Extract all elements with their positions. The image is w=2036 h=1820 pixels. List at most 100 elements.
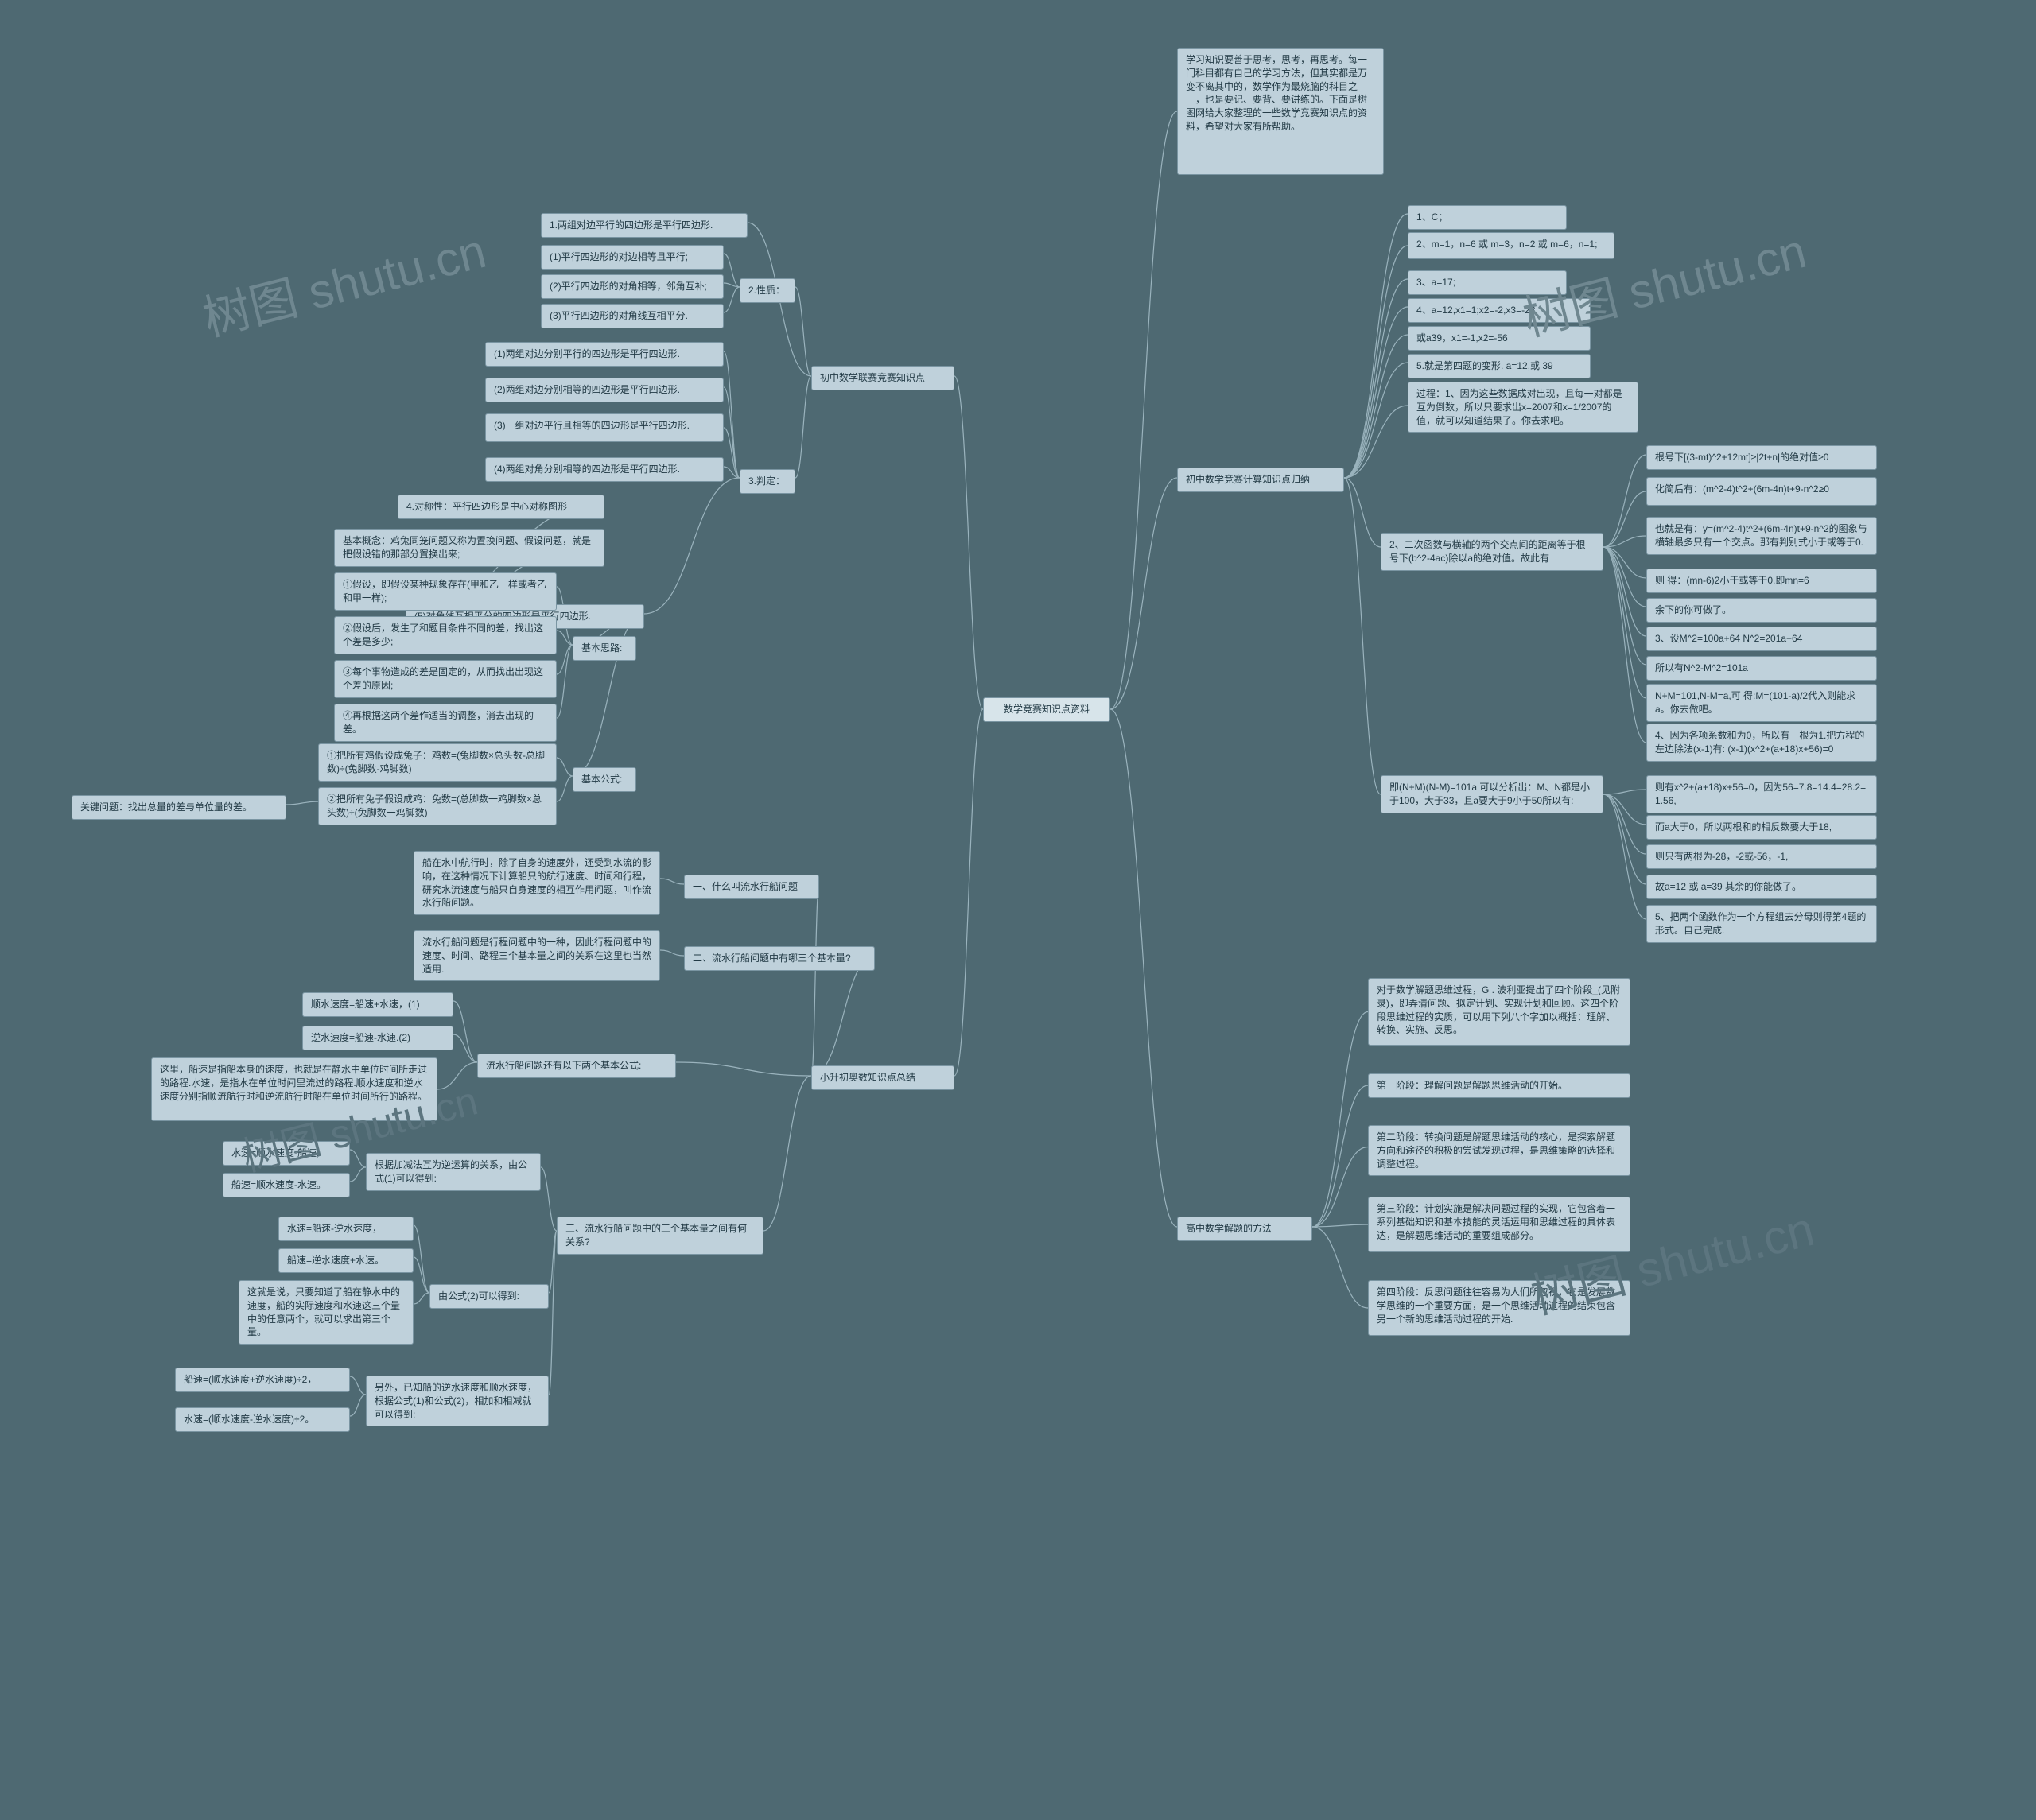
mindmap-node[interactable]: 则 得：(mn-6)2小于或等于0.即mn=6 bbox=[1646, 569, 1877, 593]
mindmap-node[interactable]: 3.判定： bbox=[740, 469, 795, 494]
mindmap-node[interactable]: 4、a=12,x1=1;x2=-2,x3=-28, bbox=[1408, 298, 1591, 323]
mindmap-node[interactable]: 故a=12 或 a=39 其余的你能做了。 bbox=[1646, 875, 1877, 899]
mindmap-node[interactable]: 2、二次函数与横轴的两个交点间的距离等于根号下(b^2-4ac)除以a的绝对值。… bbox=[1381, 533, 1603, 571]
mindmap-node[interactable]: 这里，船速是指船本身的速度，也就是在静水中单位时间所走过的路程.水速，是指水在单… bbox=[151, 1057, 437, 1121]
mindmap-node[interactable]: 由公式(2)可以得到: bbox=[429, 1284, 549, 1309]
mindmap-node[interactable]: 船速=逆水速度+水速。 bbox=[278, 1248, 414, 1273]
mindmap-node[interactable]: ④再根据这两个差作适当的调整，消去出现的差。 bbox=[334, 704, 557, 742]
mindmap-edge bbox=[1603, 794, 1646, 884]
mindmap-node[interactable]: 船速=顺水速度-水速。 bbox=[223, 1173, 350, 1197]
mindmap-node[interactable]: 基本思路: bbox=[573, 636, 636, 661]
mindmap-node[interactable]: 顺水速度=船速+水速，(1) bbox=[302, 992, 453, 1017]
mindmap-node[interactable]: N+M=101,N-M=a,可 得:M=(101-a)/2代入则能求a。你去做吧… bbox=[1646, 684, 1877, 722]
mindmap-node[interactable]: 化简后有：(m^2-4)t^2+(6m-4n)t+9-n^2≥0 bbox=[1646, 477, 1877, 506]
mindmap-node[interactable]: 高中数学解题的方法 bbox=[1177, 1217, 1312, 1241]
mindmap-node[interactable]: 2.性质： bbox=[740, 278, 795, 303]
mindmap-node[interactable]: (3)平行四边形的对角线互相平分. bbox=[541, 304, 724, 328]
mindmap-canvas: 数学竞赛知识点资料 学习知识要善于思考，思考，再思考。每一门科目都有自己的学习方法… bbox=[0, 0, 2036, 1820]
mindmap-edge bbox=[811, 956, 875, 1076]
mindmap-edge bbox=[1603, 536, 1646, 547]
mindmap-node[interactable]: (3)一组对边平行且相等的四边形是平行四边形. bbox=[485, 413, 724, 442]
mindmap-node[interactable]: 5、把两个函数作为一个方程组去分母则得第4题的形式。自己完成. bbox=[1646, 905, 1877, 943]
mindmap-node[interactable]: (1)两组对边分别平行的四边形是平行四边形. bbox=[485, 342, 724, 367]
mindmap-node[interactable]: 1.两组对边平行的四边形是平行四边形. bbox=[541, 213, 748, 238]
mindmap-node[interactable]: 4.对称性：平行四边形是中心对称图形 bbox=[398, 495, 604, 519]
mindmap-node[interactable]: 所以有N^2-M^2=101a bbox=[1646, 656, 1877, 681]
mindmap-node[interactable]: 第四阶段：反思问题往往容易为人们所忽视，它是发展数学思维的一个重要方面，是一个思… bbox=[1368, 1280, 1630, 1336]
mindmap-node[interactable]: 小升初奥数知识点总结 bbox=[811, 1065, 954, 1090]
mindmap-node[interactable]: 关键问题：找出总量的差与单位量的差。 bbox=[72, 795, 286, 820]
mindmap-edge bbox=[724, 254, 740, 287]
mindmap-edge bbox=[549, 1231, 557, 1395]
mindmap-node[interactable]: 1、C； bbox=[1408, 205, 1567, 230]
mindmap-node[interactable]: 根号下[(3-mt)^2+12mt]≥|2t+n|的绝对值≥0 bbox=[1646, 445, 1877, 470]
mindmap-node[interactable]: 过程：1、因为这些数据成对出现，且每一对都是互为倒数，所以只要求出x=2007和… bbox=[1408, 382, 1638, 433]
mindmap-node[interactable]: 初中数学竞赛计算知识点归纳 bbox=[1177, 468, 1344, 492]
mindmap-node[interactable]: 第三阶段：计划实施是解决问题过程的实现，它包含着一系列基础知识和基本技能的灵活运… bbox=[1368, 1197, 1630, 1252]
mindmap-node[interactable]: (2)两组对边分别相等的四边形是平行四边形. bbox=[485, 378, 724, 402]
mindmap-node[interactable]: 水速=顺水速度-船速, bbox=[223, 1141, 350, 1166]
mindmap-edge bbox=[1110, 478, 1177, 709]
mindmap-edge bbox=[350, 1167, 366, 1182]
mindmap-node[interactable]: 而a大于0，所以两根和的相反数要大于18, bbox=[1646, 815, 1877, 840]
mindmap-node[interactable]: 对于数学解题思维过程，G . 波利亚提出了四个阶段_(见附录)，即弄清问题、拟定… bbox=[1368, 978, 1630, 1046]
mindmap-edge bbox=[1603, 794, 1646, 854]
watermark: 树图 shutu.cn bbox=[195, 212, 492, 349]
mindmap-node[interactable]: 则有x^2+(a+18)x+56=0，因为56=7.8=14.4=28.2=1.… bbox=[1646, 775, 1877, 813]
mindmap-edge bbox=[1312, 1085, 1368, 1227]
mindmap-node[interactable]: 余下的你可做了。 bbox=[1646, 598, 1877, 623]
mindmap-node[interactable]: 初中数学联赛竞赛知识点 bbox=[811, 366, 954, 390]
mindmap-node[interactable]: 则只有两根为-28，-2或-56，-1, bbox=[1646, 844, 1877, 869]
mindmap-node[interactable]: 流水行船问题是行程问题中的一种，因此行程问题中的速度、时间、路程三个基本量之间的… bbox=[414, 930, 660, 981]
mindmap-edge bbox=[1603, 547, 1646, 698]
mindmap-edge bbox=[1603, 547, 1646, 636]
mindmap-edge bbox=[724, 387, 740, 478]
mindmap-node[interactable]: 数学竞赛知识点资料 bbox=[983, 697, 1110, 722]
mindmap-node[interactable]: 5.就是第四题的变形. a=12,或 39 bbox=[1408, 354, 1591, 378]
mindmap-node[interactable]: 根据加减法互为逆运算的关系，由公式(1)可以得到: bbox=[366, 1153, 541, 1191]
mindmap-node[interactable]: 三、流水行船问题中的三个基本量之间有何关系? bbox=[557, 1217, 764, 1255]
mindmap-node[interactable]: 3、a=17; bbox=[1408, 270, 1567, 295]
mindmap-node[interactable]: 水速=船速-逆水速度， bbox=[278, 1217, 414, 1241]
mindmap-node[interactable]: 即(N+M)(N-M)=101a 可以分析出：M、N都是小于100，大于33，且… bbox=[1381, 775, 1603, 813]
mindmap-edge bbox=[1110, 111, 1177, 709]
mindmap-node[interactable]: 3、设M^2=100a+64 N^2=201a+64 bbox=[1646, 627, 1877, 651]
mindmap-node[interactable]: 也就是有：y=(m^2-4)t^2+(6m-4n)t+9-n^2的图象与横轴最多… bbox=[1646, 517, 1877, 555]
mindmap-node[interactable]: 另外，已知船的逆水速度和顺水速度，根据公式(1)和公式(2)，相加和相减就可以得… bbox=[366, 1376, 549, 1426]
mindmap-edge bbox=[724, 351, 740, 478]
mindmap-node[interactable]: 船速=(顺水速度+逆水速度)÷2， bbox=[175, 1368, 350, 1392]
mindmap-node[interactable]: ③每个事物造成的差是固定的，从而找出出现这个差的原因; bbox=[334, 660, 557, 698]
mindmap-edge bbox=[557, 645, 573, 718]
mindmap-node[interactable]: ①假设，即假设某种现象存在(甲和乙一样或者乙和甲一样); bbox=[334, 572, 557, 611]
mindmap-node[interactable]: 2、m=1，n=6 或 m=3，n=2 或 m=6，n=1; bbox=[1408, 232, 1614, 259]
mindmap-edge bbox=[557, 645, 573, 674]
mindmap-edge bbox=[811, 884, 819, 1076]
mindmap-node[interactable]: 水速=(顺水速度-逆水速度)÷2。 bbox=[175, 1407, 350, 1432]
mindmap-node[interactable]: 基本公式: bbox=[573, 767, 636, 792]
mindmap-node[interactable]: 学习知识要善于思考，思考，再思考。每一门科目都有自己的学习方法，但其实都是万变不… bbox=[1177, 48, 1384, 175]
mindmap-node[interactable]: (1)平行四边形的对边相等且平行; bbox=[541, 245, 724, 270]
mindmap-node[interactable]: 船在水中航行时，除了自身的速度外，还受到水流的影响，在这种情况下计算船只的航行速… bbox=[414, 851, 660, 915]
mindmap-node[interactable]: ②把所有兔子假设成鸡：兔数=(总脚数一鸡脚数×总头数)÷(兔脚数一鸡脚数) bbox=[318, 787, 557, 825]
mindmap-node[interactable]: (2)平行四边形的对角相等，邻角互补; bbox=[541, 274, 724, 299]
mindmap-edge bbox=[954, 709, 983, 1076]
mindmap-node[interactable]: 基本概念：鸡兔同笼问题又称为置换问题、假设问题，就是把假设错的那部分置换出来; bbox=[334, 529, 604, 567]
mindmap-node[interactable]: 二、流水行船问题中有哪三个基本量? bbox=[684, 946, 875, 971]
mindmap-node[interactable]: 4、因为各项系数和为0，所以有一根为1.把方程的左边除法(x-1)有: (x-1… bbox=[1646, 724, 1877, 762]
mindmap-node[interactable]: 第一阶段：理解问题是解题思维活动的开始。 bbox=[1368, 1073, 1630, 1098]
mindmap-node[interactable]: 这就是说，只要知道了船在静水中的速度，船的实际速度和水速这三个量中的任意两个，就… bbox=[239, 1280, 414, 1345]
mindmap-edge bbox=[453, 1001, 477, 1062]
mindmap-edge bbox=[1344, 478, 1381, 794]
mindmap-node[interactable]: ①把所有鸡假设成兔子：鸡数=(兔脚数×总头数-总脚数)÷(兔脚数-鸡脚数) bbox=[318, 743, 557, 782]
mindmap-node[interactable]: 第二阶段：转换问题是解题思维活动的核心，是探索解题方向和途径的积极的尝试发现过程… bbox=[1368, 1125, 1630, 1176]
mindmap-node[interactable]: (4)两组对角分别相等的四边形是平行四边形. bbox=[485, 457, 724, 482]
mindmap-node[interactable]: 流水行船问题还有以下两个基本公式: bbox=[477, 1054, 676, 1078]
mindmap-node[interactable]: 或a39，x1=-1,x2=-56 bbox=[1408, 326, 1591, 351]
mindmap-node[interactable]: 一、什么叫流水行船问题 bbox=[684, 875, 819, 899]
mindmap-edge bbox=[414, 1225, 429, 1293]
mindmap-edge bbox=[557, 758, 573, 776]
mindmap-edge bbox=[724, 467, 740, 478]
mindmap-node[interactable]: 逆水速度=船速-水速.(2) bbox=[302, 1026, 453, 1050]
mindmap-node[interactable]: ②假设后，发生了和题目条件不同的差，找出这个差是多少; bbox=[334, 616, 557, 654]
mindmap-edge bbox=[724, 283, 740, 287]
